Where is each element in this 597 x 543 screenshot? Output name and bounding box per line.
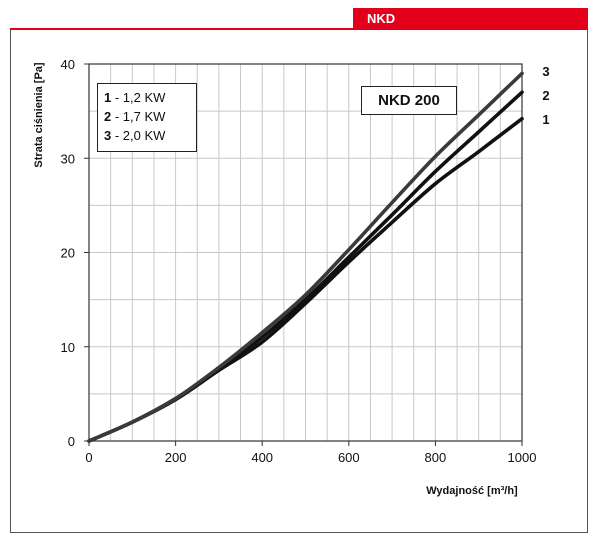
legend: 1 - 1,2 KW 2 - 1,7 KW 3 - 2,0 KW [97, 83, 197, 152]
legend-entry-number: 3 [104, 128, 112, 143]
x-tick-label: 800 [425, 450, 447, 465]
chart-title: NKD 200 [361, 86, 457, 115]
y-tick-label: 20 [61, 246, 75, 261]
y-tick-label: 30 [61, 151, 75, 166]
x-axis-title: Wydajność [m³/h] [426, 485, 518, 497]
series-line-3 [87, 71, 524, 443]
header-rule [10, 28, 588, 30]
chart-frame [10, 30, 588, 533]
curve-label-2: 2 [542, 88, 549, 103]
curve-label-1: 1 [542, 112, 549, 127]
y-tick-label: 0 [68, 434, 75, 449]
legend-entry-number: 1 [104, 90, 112, 105]
legend-entry: 2 - 1,7 KW [104, 107, 196, 126]
x-tick-label: 0 [85, 450, 92, 465]
legend-entry-text: - 2,0 KW [111, 128, 166, 143]
y-tick-label: 40 [61, 57, 75, 72]
x-tick-label: 400 [251, 450, 273, 465]
legend-entry: 1 - 1,2 KW [104, 88, 196, 107]
legend-entry-number: 2 [104, 109, 112, 124]
y-tick-label: 10 [61, 340, 75, 355]
header-band: NKD [0, 0, 590, 30]
y-axis-title: Strata ciśnienia [Pa] [33, 62, 45, 167]
header-tag: NKD [353, 8, 588, 29]
legend-entry: 3 - 2,0 KW [104, 126, 196, 145]
x-tick-label: 600 [338, 450, 360, 465]
legend-entry-text: - 1,7 KW [111, 109, 166, 124]
x-tick-label: 1000 [508, 450, 537, 465]
curve-label-3: 3 [542, 64, 549, 79]
x-tick-label: 200 [165, 450, 187, 465]
legend-entry-text: - 1,2 KW [111, 90, 166, 105]
